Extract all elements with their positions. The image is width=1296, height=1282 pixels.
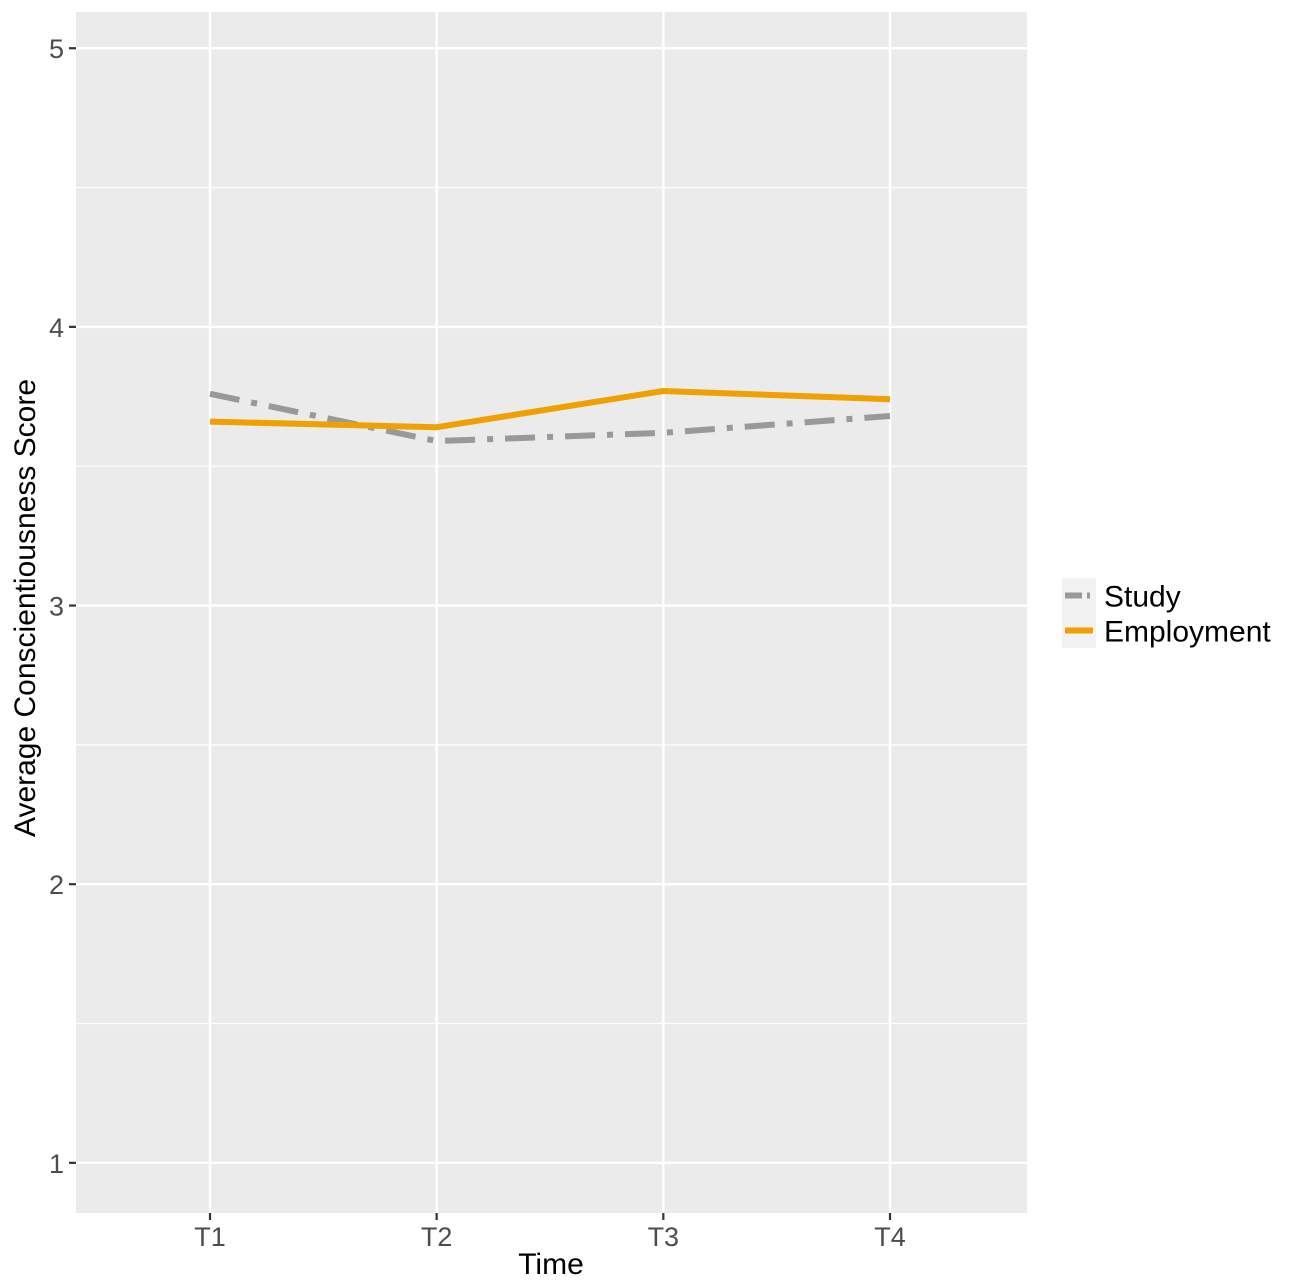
y-tick-label: 5 bbox=[49, 34, 64, 64]
grid-major bbox=[76, 12, 1027, 1213]
series-line-study bbox=[209, 390, 891, 445]
tick-labels: 1 2 3 4 5 T1 T2 T3 T4 bbox=[49, 34, 906, 1252]
legend-label-employment: Employment bbox=[1104, 616, 1271, 649]
axis-ticks bbox=[69, 47, 892, 1220]
y-axis-title: Average Conscientiousness Score bbox=[9, 379, 42, 837]
x-tick-label: T1 bbox=[194, 1222, 226, 1252]
y-tick-label: 2 bbox=[49, 870, 64, 900]
legend-label-study: Study bbox=[1104, 581, 1181, 614]
plot-panel bbox=[76, 12, 1027, 1213]
legend-key-background bbox=[1062, 578, 1096, 648]
grid-minor bbox=[76, 186, 1027, 1025]
x-tick-label: T4 bbox=[874, 1222, 906, 1252]
x-tick-label: T3 bbox=[648, 1222, 680, 1252]
series-line-employment bbox=[209, 388, 891, 431]
y-tick-label: 1 bbox=[49, 1149, 64, 1179]
y-tick-label: 3 bbox=[49, 592, 64, 622]
x-axis-title: Time bbox=[518, 1248, 584, 1281]
y-tick-label: 4 bbox=[49, 313, 64, 343]
x-tick-label: T2 bbox=[421, 1222, 453, 1252]
series-layer bbox=[209, 388, 891, 445]
